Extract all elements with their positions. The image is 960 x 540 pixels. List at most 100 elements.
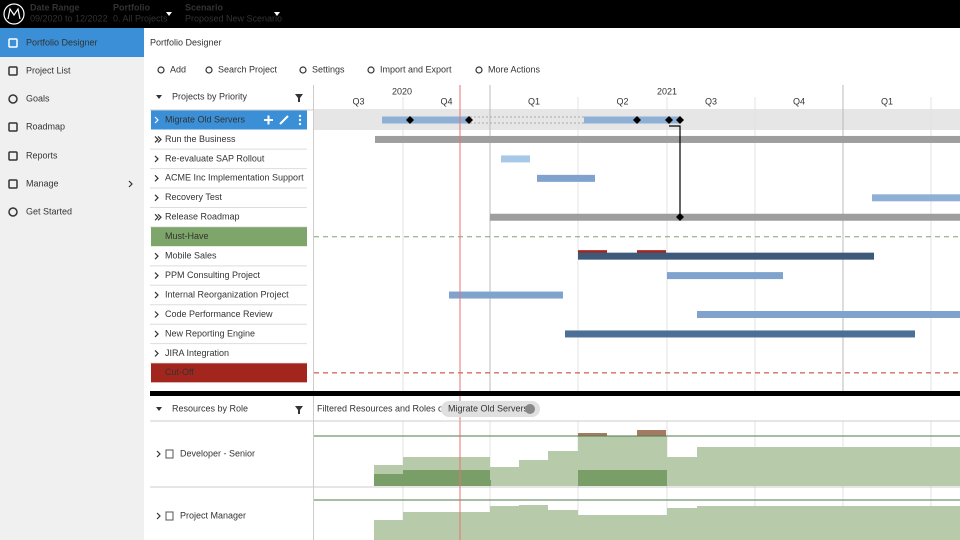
chip-close[interactable] xyxy=(525,404,535,414)
filter-icon[interactable] xyxy=(295,94,303,102)
project-name[interactable]: PPM Consulting Project xyxy=(165,270,261,280)
gantt-bar[interactable] xyxy=(375,135,960,143)
gantt-bar[interactable] xyxy=(584,116,680,124)
role-name[interactable]: Project Manager xyxy=(180,510,246,520)
nav-icon xyxy=(8,207,18,217)
overload-mark xyxy=(578,250,607,254)
row-highlight xyxy=(151,227,307,247)
nav-item[interactable]: Reports xyxy=(26,150,58,160)
role-icon xyxy=(165,449,174,459)
chevron-icon xyxy=(154,330,159,338)
filter-value[interactable]: 09/2020 to 12/2022 xyxy=(30,13,108,23)
quarter-label: Q3 xyxy=(705,96,717,106)
nav-item[interactable]: Roadmap xyxy=(26,121,65,131)
quarter-label: Q4 xyxy=(793,96,805,106)
filter-label: Portfolio xyxy=(113,2,150,12)
add-icon[interactable] xyxy=(264,115,273,125)
toolbar-action[interactable]: Add xyxy=(170,64,186,74)
quarter-label: Q1 xyxy=(528,96,540,106)
filter-chip-label: Migrate Old Servers xyxy=(448,403,529,413)
chevron-icon xyxy=(154,252,159,260)
panel-header: Resources by Role xyxy=(172,403,248,413)
toolbar-icon xyxy=(205,66,213,74)
chevron-icon xyxy=(154,213,159,221)
nav-item[interactable]: Portfolio Designer xyxy=(26,37,98,47)
milestone[interactable] xyxy=(406,116,414,124)
milestone[interactable] xyxy=(465,116,473,124)
quarter-label: Q4 xyxy=(440,96,452,106)
filter-icon[interactable] xyxy=(295,406,303,414)
year-label: 2021 xyxy=(657,86,677,96)
gantt-bar[interactable] xyxy=(449,291,563,299)
project-name[interactable]: New Reporting Engine xyxy=(165,328,255,338)
milestone[interactable] xyxy=(665,116,673,124)
logo[interactable] xyxy=(3,3,25,25)
chevron-icon xyxy=(128,180,133,188)
filter-chip[interactable] xyxy=(441,401,540,417)
project-name[interactable]: Cut-Off xyxy=(165,367,194,377)
overload-mark xyxy=(578,433,607,436)
dependency-arrow xyxy=(669,125,681,217)
gantt-bar[interactable] xyxy=(537,174,595,182)
filter-value[interactable]: Proposed New Scenario xyxy=(185,13,282,23)
caret-icon xyxy=(274,12,280,16)
project-name[interactable]: Internal Reorganization Project xyxy=(165,289,289,299)
project-name[interactable]: Code Performance Review xyxy=(165,309,273,319)
nav-icon xyxy=(8,66,18,76)
milestone[interactable] xyxy=(676,213,684,221)
milestone[interactable] xyxy=(633,116,641,124)
edit-icon[interactable] xyxy=(279,115,289,125)
filter-value[interactable]: 0. All Projects xyxy=(113,13,168,23)
chevron-icon xyxy=(156,512,161,520)
nav-item[interactable]: Manage xyxy=(26,178,59,188)
overload-mark xyxy=(637,430,666,436)
chevron-icon xyxy=(154,194,159,202)
project-name[interactable]: Must-Have xyxy=(165,231,209,241)
project-name[interactable]: Re-evaluate SAP Rollout xyxy=(165,153,265,163)
project-name[interactable]: Mobile Sales xyxy=(165,251,217,261)
nav-icon xyxy=(8,179,18,189)
row-highlight xyxy=(151,363,307,383)
toolbar-action[interactable]: Import and Export xyxy=(380,64,452,74)
chevron-icon xyxy=(154,349,159,357)
nav-item[interactable]: Project List xyxy=(26,65,71,75)
project-name[interactable]: JIRA Integration xyxy=(165,348,229,358)
role-name[interactable]: Developer - Senior xyxy=(180,448,255,458)
chevron-icon xyxy=(154,174,159,182)
project-name[interactable]: Migrate Old Servers xyxy=(165,114,246,124)
chevron-icon xyxy=(154,116,159,124)
gantt-bar[interactable] xyxy=(872,194,960,202)
caret-icon xyxy=(166,12,172,16)
filter-label: Scenario xyxy=(185,2,224,12)
caret-icon xyxy=(156,95,162,99)
year-label: 2020 xyxy=(392,86,412,96)
more-icon xyxy=(298,114,302,118)
splitter[interactable] xyxy=(150,391,960,396)
project-name[interactable]: Release Roadmap xyxy=(165,212,240,222)
nav-item[interactable]: Goals xyxy=(26,93,50,103)
milestone[interactable] xyxy=(676,116,684,124)
gantt-bar[interactable] xyxy=(501,155,530,163)
nav-item[interactable]: Get Started xyxy=(26,206,72,216)
gantt-bar[interactable] xyxy=(490,213,960,221)
chevron-icon xyxy=(154,272,159,280)
chevron-icon xyxy=(154,155,159,163)
gantt-bar[interactable] xyxy=(667,272,783,280)
gantt-bar[interactable] xyxy=(697,311,960,318)
toolbar-action[interactable]: Search Project xyxy=(218,64,278,74)
more-icon xyxy=(298,118,302,122)
toolbar-action[interactable]: Settings xyxy=(312,64,345,74)
caret-icon xyxy=(156,407,162,411)
toolbar-action[interactable]: More Actions xyxy=(488,64,541,74)
nav-icon xyxy=(8,38,18,48)
logo-mark xyxy=(7,7,21,20)
sidebar xyxy=(0,28,144,540)
more-icon xyxy=(298,122,302,126)
gantt-bar[interactable] xyxy=(565,330,915,338)
project-name[interactable]: Recovery Test xyxy=(165,192,222,202)
project-name[interactable]: ACME Inc Implementation Support xyxy=(165,173,304,183)
gantt-bar[interactable] xyxy=(382,116,470,124)
gantt-bar[interactable] xyxy=(578,252,874,260)
project-name[interactable]: Run the Business xyxy=(165,134,236,144)
